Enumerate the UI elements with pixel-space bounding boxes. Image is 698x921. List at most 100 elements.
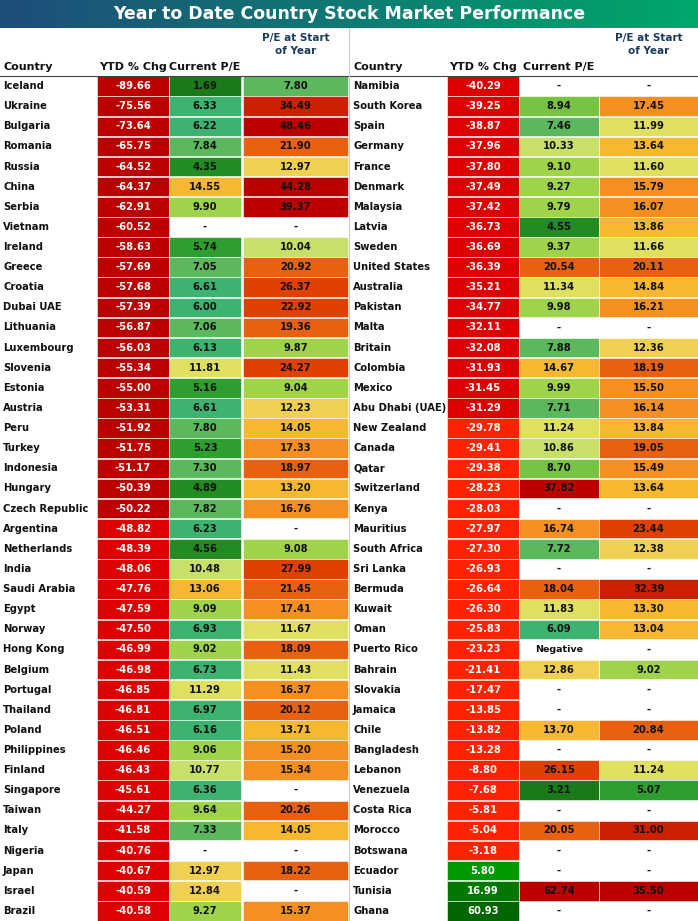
Bar (243, 379, 348, 398)
Bar (97, 197, 169, 216)
Bar (243, 338, 348, 357)
Bar (447, 418, 519, 437)
Bar (243, 800, 348, 820)
Text: Iceland: Iceland (3, 81, 44, 91)
Text: Current P/E: Current P/E (170, 62, 241, 72)
Bar (243, 117, 348, 136)
Bar (599, 398, 698, 418)
Text: Colombia: Colombia (353, 363, 406, 373)
Bar (519, 579, 599, 599)
Text: 13.70: 13.70 (543, 725, 575, 735)
Text: Malaysia: Malaysia (353, 202, 402, 212)
Bar (599, 238, 698, 257)
Text: -3.18: -3.18 (468, 845, 498, 856)
Bar (169, 277, 241, 297)
Text: 14.55: 14.55 (189, 181, 221, 192)
Bar (447, 76, 519, 96)
Bar (169, 318, 241, 337)
Text: 11.43: 11.43 (279, 665, 311, 674)
Text: 35.50: 35.50 (632, 886, 664, 896)
Text: 31.00: 31.00 (632, 825, 664, 835)
Text: -40.29: -40.29 (465, 81, 501, 91)
Text: -13.82: -13.82 (465, 725, 501, 735)
Text: 20.54: 20.54 (543, 262, 575, 272)
Text: -56.03: -56.03 (115, 343, 151, 353)
Text: 18.09: 18.09 (280, 645, 311, 655)
Text: -: - (293, 845, 297, 856)
Text: -56.87: -56.87 (115, 322, 151, 332)
Text: -: - (557, 805, 561, 815)
Bar (447, 238, 519, 257)
Text: -46.85: -46.85 (115, 684, 151, 694)
Bar (97, 841, 169, 860)
Bar (447, 398, 519, 418)
Bar (243, 821, 348, 840)
Bar (447, 600, 519, 619)
Text: -: - (646, 645, 651, 655)
Text: Abu Dhabi (UAE): Abu Dhabi (UAE) (353, 403, 446, 413)
Text: Norway: Norway (3, 624, 45, 635)
Text: 10.04: 10.04 (280, 242, 311, 252)
Text: -48.06: -48.06 (115, 564, 151, 574)
Text: 14.67: 14.67 (543, 363, 575, 373)
Text: 16.21: 16.21 (632, 302, 664, 312)
Text: Thailand: Thailand (3, 705, 52, 715)
Text: -57.69: -57.69 (115, 262, 151, 272)
Text: -31.29: -31.29 (465, 403, 501, 413)
Text: Hong Kong: Hong Kong (3, 645, 64, 655)
Text: Pakistan: Pakistan (353, 302, 401, 312)
Text: 3.21: 3.21 (547, 786, 572, 795)
Text: -: - (646, 845, 651, 856)
Text: -: - (557, 564, 561, 574)
Bar (519, 97, 599, 116)
Text: 12.23: 12.23 (280, 403, 311, 413)
Text: Britain: Britain (353, 343, 391, 353)
Text: 13.71: 13.71 (280, 725, 311, 735)
Bar (447, 659, 519, 680)
Text: 6.00: 6.00 (193, 302, 217, 312)
Text: 12.97: 12.97 (280, 161, 311, 171)
Text: Israel: Israel (3, 886, 34, 896)
Text: -37.96: -37.96 (465, 142, 500, 151)
Text: 18.04: 18.04 (543, 584, 575, 594)
Bar (169, 418, 241, 437)
Text: Croatia: Croatia (3, 282, 44, 292)
Bar (97, 459, 169, 478)
Bar (243, 659, 348, 680)
Text: -39.25: -39.25 (465, 101, 500, 111)
Text: -27.97: -27.97 (466, 524, 500, 533)
Text: Dubai UAE: Dubai UAE (3, 302, 61, 312)
Text: P/E at Start: P/E at Start (262, 33, 329, 43)
Bar (243, 297, 348, 317)
Text: 18.22: 18.22 (280, 866, 311, 876)
Text: -40.67: -40.67 (115, 866, 151, 876)
Text: Egypt: Egypt (3, 604, 36, 614)
Text: 4.55: 4.55 (547, 222, 572, 232)
Text: Sweden: Sweden (353, 242, 397, 252)
Text: China: China (3, 181, 35, 192)
Text: Negative: Negative (535, 645, 583, 654)
Text: -46.99: -46.99 (115, 645, 151, 655)
Text: -: - (293, 222, 297, 232)
Text: 1.69: 1.69 (193, 81, 218, 91)
Text: 9.37: 9.37 (547, 242, 571, 252)
Bar (97, 620, 169, 639)
Text: 27.99: 27.99 (280, 564, 311, 574)
Bar (599, 257, 698, 277)
Bar (447, 438, 519, 458)
Text: Estonia: Estonia (3, 383, 45, 393)
Bar (169, 559, 241, 578)
Text: United States: United States (353, 262, 430, 272)
Text: -: - (557, 684, 561, 694)
Bar (447, 740, 519, 760)
Text: Current P/E: Current P/E (524, 62, 595, 72)
Text: Slovenia: Slovenia (3, 363, 51, 373)
Text: -: - (557, 705, 561, 715)
Text: 11.67: 11.67 (279, 624, 311, 635)
Bar (519, 459, 599, 478)
Text: -47.76: -47.76 (115, 584, 151, 594)
Bar (243, 740, 348, 760)
Bar (97, 740, 169, 760)
Bar (169, 639, 241, 659)
Text: 7.84: 7.84 (193, 142, 218, 151)
